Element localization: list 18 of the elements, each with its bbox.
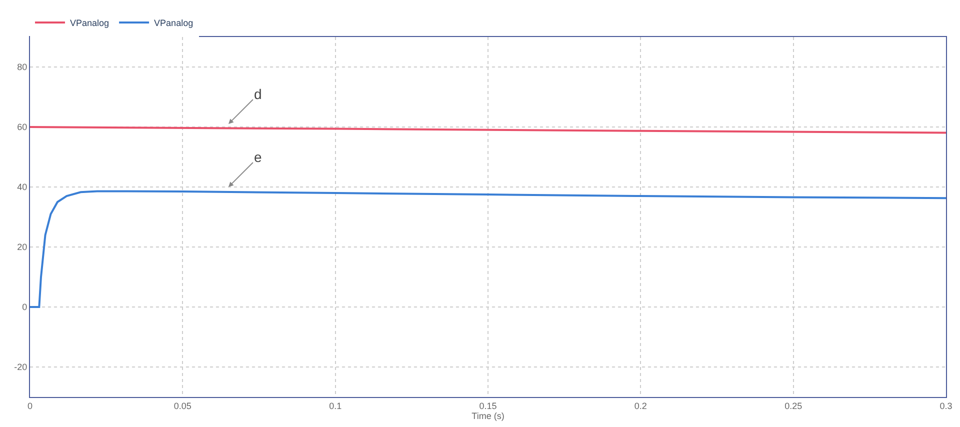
line-series bbox=[30, 190, 946, 308]
x-axis-title: Time (s) bbox=[472, 410, 504, 421]
annotation: e bbox=[254, 149, 262, 165]
y-tick-label: 0 bbox=[22, 302, 28, 312]
x-tick-label: 0.05 bbox=[174, 400, 192, 411]
y-tick-label: 60 bbox=[17, 122, 28, 132]
x-tick-label: 0.25 bbox=[784, 400, 802, 411]
x-tick-label: 0.15 bbox=[479, 400, 497, 411]
y-tick-label: 40 bbox=[17, 182, 28, 192]
annotation: d bbox=[254, 86, 262, 102]
x-tick-label: 0.2 bbox=[634, 400, 647, 411]
legend-label: VPanalog bbox=[70, 18, 110, 28]
y-tick-label: 20 bbox=[17, 242, 28, 252]
x-tick-label: 0.3 bbox=[940, 400, 952, 411]
x-tick-label: 0.1 bbox=[329, 400, 342, 411]
y-tick-label: -20 bbox=[14, 362, 28, 372]
y-tick-label: 80 bbox=[17, 62, 28, 72]
legend-label: VPanalog bbox=[154, 18, 194, 28]
